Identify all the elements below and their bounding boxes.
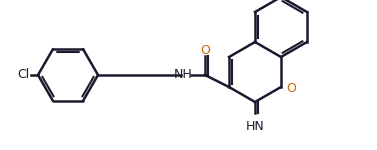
Text: O: O (286, 81, 296, 94)
Text: HN: HN (246, 120, 264, 133)
Text: NH: NH (174, 69, 192, 81)
Text: O: O (200, 44, 210, 57)
Text: Cl: Cl (18, 69, 30, 81)
